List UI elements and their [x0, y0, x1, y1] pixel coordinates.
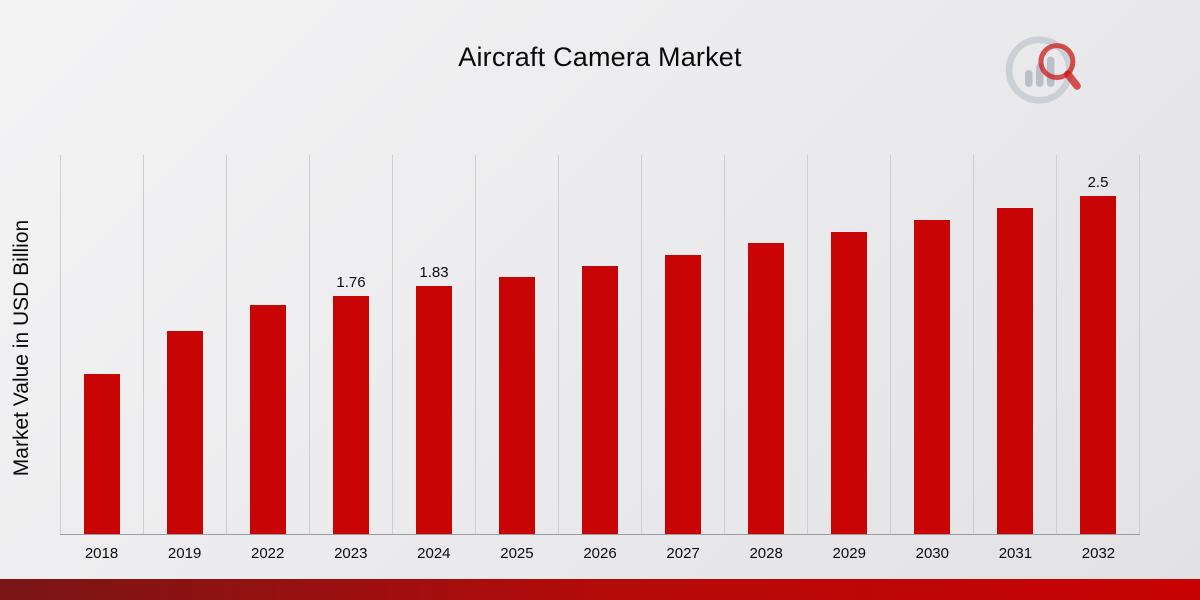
bar — [250, 305, 286, 534]
grid-column — [143, 155, 226, 534]
chart-title: Aircraft Camera Market — [458, 42, 742, 72]
bar — [831, 232, 867, 534]
x-tick-label: 2019 — [167, 545, 202, 562]
bar — [582, 266, 618, 534]
grid-column — [475, 155, 558, 534]
x-tick-label: 2029 — [832, 545, 866, 562]
bar — [748, 242, 784, 534]
grid-column — [890, 155, 973, 534]
logo-bar-1 — [1025, 70, 1033, 87]
x-tick-label: 2024 — [417, 545, 451, 562]
x-tick-label: 2031 — [998, 545, 1033, 562]
bar — [167, 330, 203, 534]
bar — [997, 207, 1033, 534]
data-label: 1.76 — [336, 273, 366, 291]
bar — [416, 286, 452, 534]
x-tick-label: 2028 — [749, 545, 783, 562]
bar — [84, 374, 120, 534]
grid-column — [973, 155, 1056, 534]
grid-column — [724, 155, 807, 534]
bar — [333, 295, 369, 534]
bar — [499, 276, 535, 534]
x-tick-label: 2032 — [1081, 545, 1116, 562]
x-tick-label: 2027 — [666, 545, 700, 562]
grid-column — [641, 155, 724, 534]
grid-column: 1.76 — [309, 155, 392, 534]
grid-column — [558, 155, 641, 534]
bar — [914, 219, 950, 534]
footer-accent-bar — [0, 579, 1200, 600]
data-label: 2.5 — [1087, 173, 1109, 191]
x-tick-label: 2026 — [583, 545, 617, 562]
data-label: 1.83 — [419, 264, 449, 282]
brand-logo — [1004, 28, 1088, 112]
x-tick-label: 2023 — [334, 545, 368, 562]
x-tick-label: 2030 — [915, 545, 949, 562]
grid-column — [226, 155, 309, 534]
grid-column — [807, 155, 890, 534]
bar-chart: 1.76 1.83 2.5 2018 2019 2022 2023 2024 2025 2026… — [60, 155, 1140, 562]
logo-magnifier-lens — [1038, 43, 1076, 81]
bar — [1080, 195, 1116, 534]
grid-column: 1.83 — [392, 155, 475, 534]
x-tick-label: 2025 — [500, 545, 534, 562]
bar — [665, 255, 701, 534]
x-tick-label: 2022 — [251, 545, 285, 562]
plot-area: 1.76 1.83 2.5 — [60, 155, 1140, 535]
logo-magnifier-handle — [1064, 70, 1081, 90]
grid-column: 2.5 — [1056, 155, 1140, 534]
grid-column — [60, 155, 143, 534]
x-axis: 2018 2019 2022 2023 2024 2025 2026 2027 2028 2029… — [60, 535, 1140, 562]
y-axis-title: Market Value in USD Billion — [10, 219, 33, 477]
x-tick-label: 2018 — [84, 545, 119, 562]
